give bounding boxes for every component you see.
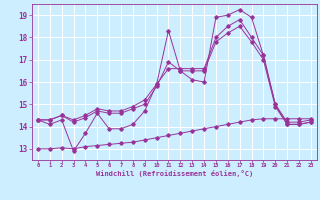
X-axis label: Windchill (Refroidissement éolien,°C): Windchill (Refroidissement éolien,°C) xyxy=(96,170,253,177)
